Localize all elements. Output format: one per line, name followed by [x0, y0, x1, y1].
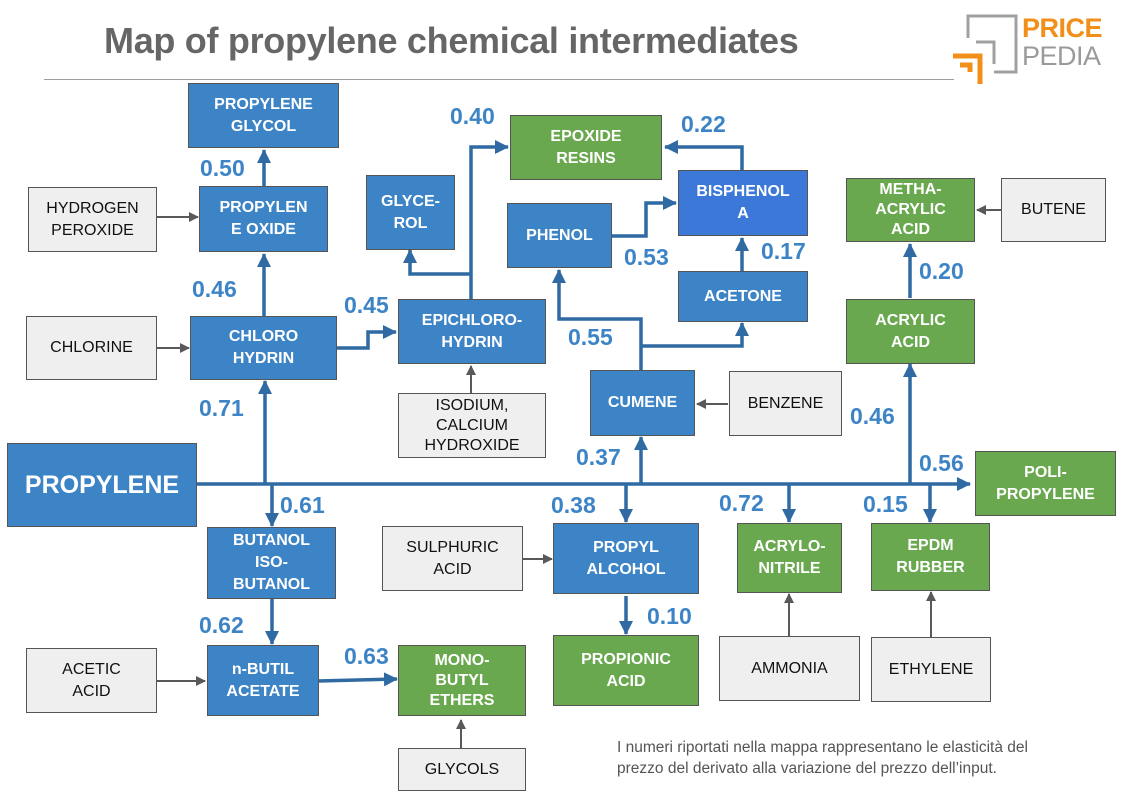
elasticity-n-butil-acetate: 0.62 — [199, 612, 244, 638]
node-cumene: CUMENE — [590, 370, 695, 436]
node-n-butil-acetate: n-BUTIL ACETATE — [207, 645, 319, 716]
node-sodium-calcium-hydroxide: ISODIUM, CALCIUM HYDROXIDE — [398, 393, 546, 458]
node-epichlorohydrin: EPICHLORO- HYDRIN — [398, 299, 546, 364]
elasticity-cumene: 0.37 — [576, 444, 621, 470]
node-chlorohydrin: CHLORO HYDRIN — [190, 316, 337, 380]
elasticity-propylene-glycol: 0.50 — [200, 155, 245, 181]
elasticity-acrylic-acid: 0.46 — [850, 403, 895, 429]
node-acetone: ACETONE — [678, 271, 808, 322]
elasticity-bisphenol-from-acetone: 0.17 — [761, 238, 806, 264]
elasticity-propylene-oxide: 0.46 — [192, 276, 237, 302]
elasticity-chlorohydrin: 0.71 — [199, 395, 244, 421]
node-hydrogen-peroxide: HYDROGEN PEROXIDE — [28, 187, 157, 252]
elasticity-mono-butyl-ethers: 0.63 — [344, 643, 389, 669]
footnote: I numeri riportati nella mappa rappresen… — [617, 739, 1028, 777]
node-ethylene: ETHYLENE — [871, 637, 991, 702]
node-benzene: BENZENE — [729, 371, 842, 436]
node-butene: BUTENE — [1001, 178, 1106, 242]
elasticity-butanol: 0.61 — [280, 492, 325, 518]
node-propylene-oxide: PROPYLEN E OXIDE — [199, 186, 328, 252]
node-acetic-acid: ACETIC ACID — [26, 648, 157, 713]
elasticity-phenol-acetone-from-cumene: 0.55 — [568, 324, 613, 350]
node-butanol-isobutanol: BUTANOL ISO- BUTANOL — [207, 527, 336, 599]
node-acrylic-acid: ACRYLIC ACID — [846, 299, 975, 364]
logo-pedia-text: PEDIA — [1022, 41, 1101, 71]
node-sulphuric-acid: SULPHURIC ACID — [382, 526, 523, 591]
page-title: Map of propylene chemical intermediates — [104, 20, 799, 61]
node-mono-butyl-ethers: MONO- BUTYL ETHERS — [398, 645, 526, 716]
node-propylene: PROPYLENE — [7, 443, 197, 527]
elasticity-polypropylene: 0.56 — [919, 450, 964, 476]
pricepedia-logo: PRICE PEDIA — [950, 12, 1110, 87]
logo-price-text: PRICE — [1022, 13, 1103, 43]
node-propionic-acid: PROPIONIC ACID — [553, 635, 699, 706]
elasticity-epdm-rubber: 0.15 — [863, 491, 908, 517]
logo-mark-icon — [953, 14, 1018, 84]
elasticity-methacrylic-acid: 0.20 — [919, 258, 964, 284]
elasticity-epichlorohydrin: 0.45 — [344, 292, 389, 318]
elasticity-epoxide-from-bisphenol: 0.22 — [681, 111, 726, 137]
node-acrylonitrile: ACRYLO- NITRILE — [737, 523, 842, 593]
elasticity-acrylonitrile: 0.72 — [719, 490, 764, 516]
node-ammonia: AMMONIA — [719, 636, 860, 701]
title-divider — [44, 79, 954, 80]
node-propylene-glycol: PROPYLENE GLYCOL — [188, 83, 339, 148]
node-phenol: PHENOL — [507, 203, 612, 268]
elasticity-bisphenol-from-phenol: 0.53 — [624, 244, 669, 270]
node-polypropylene: POLI- PROPYLENE — [975, 451, 1116, 516]
node-methacrylic-acid: METHA- ACRYLIC ACID — [846, 178, 975, 242]
node-propyl-alcohol: PROPYL ALCOHOL — [553, 523, 699, 594]
elasticity-propyl-alcohol: 0.38 — [551, 492, 596, 518]
node-glycerol: GLYCE- ROL — [366, 175, 455, 250]
node-chlorine: CHLORINE — [26, 316, 157, 380]
node-bisphenol-a: BISPHENOL A — [678, 170, 808, 236]
node-epdm-rubber: EPDM RUBBER — [871, 523, 990, 591]
node-glycols: GLYCOLS — [398, 748, 526, 791]
elasticity-epoxide-from-epichlorohydrin: 0.40 — [450, 103, 495, 129]
node-epoxide-resins: EPOXIDE RESINS — [510, 115, 662, 180]
elasticity-propionic-acid: 0.10 — [647, 603, 692, 629]
